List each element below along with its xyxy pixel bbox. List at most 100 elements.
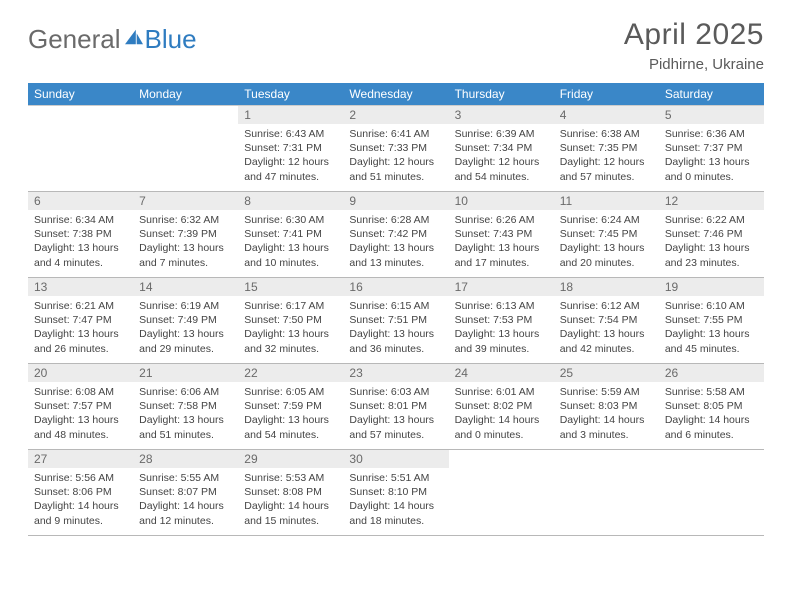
day-number: 8 <box>238 192 343 210</box>
sunrise-line: Sunrise: 6:41 AM <box>349 127 442 141</box>
sunset-line: Sunset: 7:59 PM <box>244 399 337 413</box>
sunrise-line: Sunrise: 6:21 AM <box>34 299 127 313</box>
daylight-line: Daylight: 13 hours and 17 minutes. <box>455 241 548 269</box>
day-details: Sunrise: 5:58 AMSunset: 8:05 PMDaylight:… <box>659 382 764 446</box>
day-details: Sunrise: 6:21 AMSunset: 7:47 PMDaylight:… <box>28 296 133 360</box>
sunrise-line: Sunrise: 6:28 AM <box>349 213 442 227</box>
daylight-line: Daylight: 13 hours and 51 minutes. <box>139 413 232 441</box>
daylight-line: Daylight: 13 hours and 54 minutes. <box>244 413 337 441</box>
day-number: 25 <box>554 364 659 382</box>
day-number: 30 <box>343 450 448 468</box>
sunset-line: Sunset: 7:49 PM <box>139 313 232 327</box>
sunset-line: Sunset: 7:58 PM <box>139 399 232 413</box>
day-number: 29 <box>238 450 343 468</box>
sunset-line: Sunset: 7:46 PM <box>665 227 758 241</box>
day-details: Sunrise: 6:05 AMSunset: 7:59 PMDaylight:… <box>238 382 343 446</box>
calendar-cell: 28Sunrise: 5:55 AMSunset: 8:07 PMDayligh… <box>133 450 238 536</box>
day-details: Sunrise: 6:06 AMSunset: 7:58 PMDaylight:… <box>133 382 238 446</box>
day-details: Sunrise: 5:59 AMSunset: 8:03 PMDaylight:… <box>554 382 659 446</box>
sunset-line: Sunset: 8:08 PM <box>244 485 337 499</box>
sunset-line: Sunset: 8:06 PM <box>34 485 127 499</box>
sunrise-line: Sunrise: 5:56 AM <box>34 471 127 485</box>
sunrise-line: Sunrise: 6:30 AM <box>244 213 337 227</box>
daylight-line: Daylight: 13 hours and 29 minutes. <box>139 327 232 355</box>
day-number: 4 <box>554 106 659 124</box>
sunset-line: Sunset: 7:54 PM <box>560 313 653 327</box>
daylight-line: Daylight: 13 hours and 48 minutes. <box>34 413 127 441</box>
daylight-line: Daylight: 12 hours and 57 minutes. <box>560 155 653 183</box>
daylight-line: Daylight: 13 hours and 0 minutes. <box>665 155 758 183</box>
sunset-line: Sunset: 7:45 PM <box>560 227 653 241</box>
sunrise-line: Sunrise: 6:38 AM <box>560 127 653 141</box>
day-number: 15 <box>238 278 343 296</box>
calendar-cell: 5Sunrise: 6:36 AMSunset: 7:37 PMDaylight… <box>659 106 764 192</box>
weekday-header: Wednesday <box>343 83 448 106</box>
day-details: Sunrise: 6:41 AMSunset: 7:33 PMDaylight:… <box>343 124 448 188</box>
sunrise-line: Sunrise: 6:34 AM <box>34 213 127 227</box>
weekday-header-row: Sunday Monday Tuesday Wednesday Thursday… <box>28 83 764 106</box>
day-details: Sunrise: 6:17 AMSunset: 7:50 PMDaylight:… <box>238 296 343 360</box>
day-details: Sunrise: 6:03 AMSunset: 8:01 PMDaylight:… <box>343 382 448 446</box>
sunrise-line: Sunrise: 5:55 AM <box>139 471 232 485</box>
calendar-cell: 4 Sunrise: 6:38 AMSunset: 7:35 PMDaylight… <box>554 106 659 192</box>
calendar-row: 1Sunrise: 6:43 AMSunset: 7:31 PMDaylight… <box>28 106 764 192</box>
daylight-line: Daylight: 14 hours and 12 minutes. <box>139 499 232 527</box>
daylight-line: Daylight: 12 hours and 47 minutes. <box>244 155 337 183</box>
sunset-line: Sunset: 8:05 PM <box>665 399 758 413</box>
sunrise-line: Sunrise: 6:17 AM <box>244 299 337 313</box>
day-details: Sunrise: 6:32 AMSunset: 7:39 PMDaylight:… <box>133 210 238 274</box>
daylight-line: Daylight: 13 hours and 45 minutes. <box>665 327 758 355</box>
day-details: Sunrise: 5:53 AMSunset: 8:08 PMDaylight:… <box>238 468 343 532</box>
brand-part2: Blue <box>145 24 197 55</box>
day-number: 19 <box>659 278 764 296</box>
daylight-line: Daylight: 13 hours and 42 minutes. <box>560 327 653 355</box>
day-details: Sunrise: 6:36 AMSunset: 7:37 PMDaylight:… <box>659 124 764 188</box>
sunrise-line: Sunrise: 6:03 AM <box>349 385 442 399</box>
calendar-body: 1Sunrise: 6:43 AMSunset: 7:31 PMDaylight… <box>28 106 764 536</box>
daylight-line: Daylight: 13 hours and 20 minutes. <box>560 241 653 269</box>
daylight-line: Daylight: 13 hours and 4 minutes. <box>34 241 127 269</box>
sunrise-line: Sunrise: 6:10 AM <box>665 299 758 313</box>
sunrise-line: Sunrise: 6:39 AM <box>455 127 548 141</box>
calendar-cell: 25Sunrise: 5:59 AMSunset: 8:03 PMDayligh… <box>554 364 659 450</box>
day-number: 28 <box>133 450 238 468</box>
day-details: Sunrise: 6:19 AMSunset: 7:49 PMDaylight:… <box>133 296 238 360</box>
sunset-line: Sunset: 7:57 PM <box>34 399 127 413</box>
calendar-cell: 27Sunrise: 5:56 AMSunset: 8:06 PMDayligh… <box>28 450 133 536</box>
sunrise-line: Sunrise: 6:08 AM <box>34 385 127 399</box>
sunset-line: Sunset: 7:55 PM <box>665 313 758 327</box>
calendar-cell: 18Sunrise: 6:12 AMSunset: 7:54 PMDayligh… <box>554 278 659 364</box>
sunset-line: Sunset: 7:35 PM <box>560 141 653 155</box>
header: General Blue April 2025 Pidhirne, Ukrain… <box>28 18 764 73</box>
calendar-cell: 3Sunrise: 6:39 AMSunset: 7:34 PMDaylight… <box>449 106 554 192</box>
day-number: 17 <box>449 278 554 296</box>
sunset-line: Sunset: 7:53 PM <box>455 313 548 327</box>
day-details: Sunrise: 6:43 AMSunset: 7:31 PMDaylight:… <box>238 124 343 188</box>
day-number: 14 <box>133 278 238 296</box>
sunrise-line: Sunrise: 5:53 AM <box>244 471 337 485</box>
weekday-header: Sunday <box>28 83 133 106</box>
brand-part1: General <box>28 24 121 55</box>
sunrise-line: Sunrise: 6:01 AM <box>455 385 548 399</box>
calendar-cell <box>554 450 659 536</box>
daylight-line: Daylight: 13 hours and 10 minutes. <box>244 241 337 269</box>
calendar-cell: 30Sunrise: 5:51 AMSunset: 8:10 PMDayligh… <box>343 450 448 536</box>
weekday-header: Tuesday <box>238 83 343 106</box>
day-details: Sunrise: 6:28 AMSunset: 7:42 PMDaylight:… <box>343 210 448 274</box>
sunset-line: Sunset: 8:01 PM <box>349 399 442 413</box>
brand-logo: General Blue <box>28 18 197 55</box>
calendar-cell: 17Sunrise: 6:13 AMSunset: 7:53 PMDayligh… <box>449 278 554 364</box>
day-details: Sunrise: 6:13 AMSunset: 7:53 PMDaylight:… <box>449 296 554 360</box>
calendar-cell: 10Sunrise: 6:26 AMSunset: 7:43 PMDayligh… <box>449 192 554 278</box>
sunset-line: Sunset: 7:39 PM <box>139 227 232 241</box>
day-number: 9 <box>343 192 448 210</box>
calendar-cell: 12Sunrise: 6:22 AMSunset: 7:46 PMDayligh… <box>659 192 764 278</box>
sunset-line: Sunset: 7:41 PM <box>244 227 337 241</box>
weekday-header: Friday <box>554 83 659 106</box>
daylight-line: Daylight: 12 hours and 54 minutes. <box>455 155 548 183</box>
sunrise-line: Sunrise: 6:22 AM <box>665 213 758 227</box>
daylight-line: Daylight: 13 hours and 26 minutes. <box>34 327 127 355</box>
day-number: 1 <box>238 106 343 124</box>
day-number: 26 <box>659 364 764 382</box>
calendar-cell: 29Sunrise: 5:53 AMSunset: 8:08 PMDayligh… <box>238 450 343 536</box>
